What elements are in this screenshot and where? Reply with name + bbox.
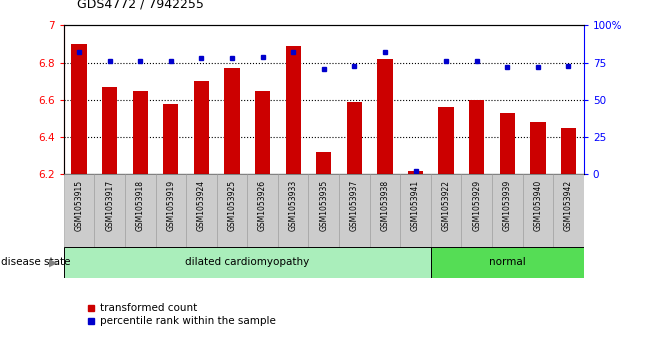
Text: GSM1053922: GSM1053922 — [442, 180, 451, 231]
Bar — [156, 174, 186, 247]
Bar — [95, 174, 125, 247]
Text: GSM1053933: GSM1053933 — [289, 180, 298, 231]
Text: dilated cardiomyopathy: dilated cardiomyopathy — [185, 257, 309, 267]
Bar — [469, 100, 484, 174]
Bar — [377, 59, 393, 174]
Text: GSM1053940: GSM1053940 — [533, 180, 542, 231]
Text: GSM1053919: GSM1053919 — [166, 180, 175, 231]
Legend: transformed count, percentile rank within the sample: transformed count, percentile rank withi… — [83, 299, 280, 331]
Text: GSM1053938: GSM1053938 — [380, 180, 389, 231]
Bar — [561, 128, 576, 174]
Bar — [523, 174, 553, 247]
Text: disease state: disease state — [1, 257, 71, 267]
Bar — [278, 174, 309, 247]
Bar — [408, 171, 423, 174]
Text: GSM1053935: GSM1053935 — [319, 180, 328, 231]
Bar — [462, 174, 492, 247]
Text: ▶: ▶ — [48, 257, 57, 267]
Bar — [500, 113, 515, 174]
Text: GSM1053915: GSM1053915 — [74, 180, 84, 231]
Bar — [64, 247, 431, 278]
Bar — [217, 174, 248, 247]
Text: GSM1053918: GSM1053918 — [136, 180, 145, 231]
Bar — [102, 87, 117, 174]
Bar — [133, 90, 148, 174]
Bar — [248, 174, 278, 247]
Text: GSM1053942: GSM1053942 — [564, 180, 573, 231]
Text: GSM1053939: GSM1053939 — [503, 180, 512, 231]
Bar — [286, 46, 301, 174]
Bar — [431, 174, 462, 247]
Bar — [186, 174, 217, 247]
Text: normal: normal — [489, 257, 525, 267]
Bar — [64, 174, 95, 247]
Bar — [125, 174, 156, 247]
Bar — [492, 174, 523, 247]
Bar — [530, 122, 546, 174]
Bar — [224, 68, 240, 174]
Bar — [316, 152, 331, 174]
Bar — [71, 44, 87, 174]
Text: GSM1053926: GSM1053926 — [258, 180, 267, 231]
Bar — [163, 103, 178, 174]
Text: GDS4772 / 7942255: GDS4772 / 7942255 — [77, 0, 204, 11]
Text: GSM1053929: GSM1053929 — [472, 180, 481, 231]
Text: GSM1053917: GSM1053917 — [105, 180, 114, 231]
Bar — [339, 174, 370, 247]
Bar — [309, 174, 339, 247]
Bar — [347, 102, 362, 174]
Bar — [400, 174, 431, 247]
Text: GSM1053937: GSM1053937 — [350, 180, 359, 231]
Bar — [438, 107, 454, 174]
Bar — [194, 81, 209, 174]
Bar — [431, 247, 584, 278]
Text: GSM1053925: GSM1053925 — [227, 180, 236, 231]
Text: GSM1053941: GSM1053941 — [411, 180, 420, 231]
Bar — [255, 90, 270, 174]
Bar — [553, 174, 584, 247]
Text: GSM1053924: GSM1053924 — [197, 180, 206, 231]
Bar — [370, 174, 400, 247]
